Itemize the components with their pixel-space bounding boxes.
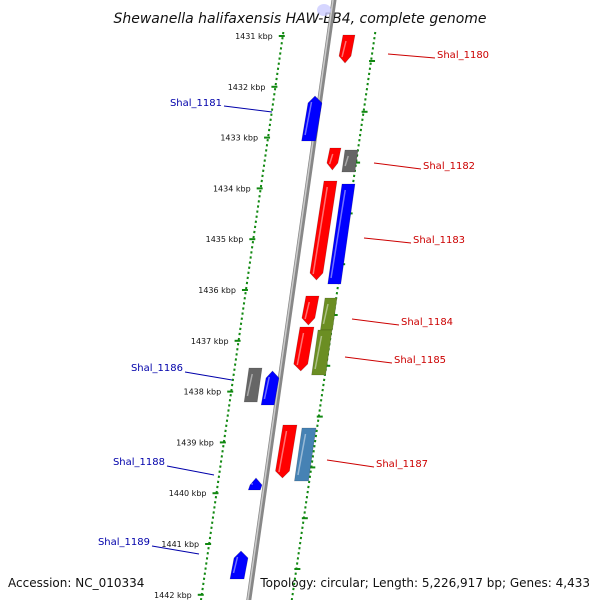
gene-shal-1188[interactable] <box>247 477 263 491</box>
genome-title: Shewanella halifaxensis HAW-EB4, complet… <box>113 11 486 27</box>
gene-shal-1187[interactable] <box>275 424 298 479</box>
gene-shal-1180[interactable] <box>338 34 356 64</box>
gene-shal-1187-shine <box>278 430 288 473</box>
gene-label-leader <box>151 545 200 555</box>
genome-backbone <box>246 0 337 600</box>
scale-tick-label: 1439 kbp <box>176 438 214 447</box>
scale-tick-label: 1431 kbp <box>235 32 273 41</box>
gene-shal-1183[interactable] <box>309 180 338 281</box>
gene-label-leader <box>387 53 436 59</box>
gene-olive-2-shine <box>314 335 323 370</box>
gene-shal-1186[interactable] <box>260 370 280 406</box>
gene-shal-1182-shine <box>328 153 334 165</box>
gene-steelblue-1-shine <box>297 433 307 476</box>
scale-tick-label: 1435 kbp <box>206 235 244 244</box>
gene-shal-1185-shine <box>296 332 305 366</box>
gene-shal-1185[interactable] <box>293 326 315 372</box>
scale-tick-label: 1440 kbp <box>169 489 207 498</box>
gene-features <box>229 34 359 580</box>
scale-tick-label: 1441 kbp <box>161 540 199 549</box>
gene-shal-1181-shine <box>304 101 313 136</box>
gene-blue-1[interactable] <box>327 183 356 285</box>
scale-tick-label: 1434 kbp <box>213 184 251 193</box>
gene-shal-1189-shine <box>232 556 239 574</box>
gene-shal-1180-shine <box>341 40 347 58</box>
gene-label-leader <box>373 162 422 170</box>
scale-tick-label: 1433 kbp <box>220 134 258 143</box>
gene-shal-1189[interactable] <box>229 550 249 580</box>
scale-ruler: 1431 kbp 1432 kbp 1433 kbp 1434 kbp 1435 kbp… <box>154 31 377 600</box>
gene-shal-1181[interactable] <box>301 95 323 142</box>
scale-tick-label: 1436 kbp <box>198 286 236 295</box>
backbone-marker <box>317 4 331 16</box>
scale-tick-label: 1442 kbp <box>154 591 192 600</box>
scale-tick-label: 1437 kbp <box>191 337 229 346</box>
gene-label-leader <box>363 237 412 244</box>
gene-grey-2-shine <box>246 373 253 397</box>
gene-shal-1186-shine <box>263 376 270 400</box>
gene-label-leader <box>351 318 400 326</box>
scale-tick-label: 1438 kbp <box>184 388 222 397</box>
gene-label[interactable]: Shal_1183 <box>413 235 465 246</box>
gene-label-leader <box>184 371 233 381</box>
gene-label[interactable]: Shal_1187 <box>376 459 428 470</box>
gene-olive-1[interactable] <box>320 297 338 331</box>
gene-label[interactable]: Shal_1185 <box>394 355 446 366</box>
gene-shal-1184-shine <box>304 301 310 320</box>
gene-grey-1[interactable] <box>341 149 359 173</box>
gene-olive-2[interactable] <box>311 329 333 376</box>
gene-label-leader <box>223 105 273 113</box>
scale-tick-label: 1432 kbp <box>228 83 266 92</box>
gene-label[interactable]: Shal_1181 <box>170 98 222 109</box>
gene-label[interactable]: Shal_1182 <box>423 161 475 172</box>
gene-label-leader <box>166 465 215 476</box>
gene-grey-1-shine <box>344 155 349 167</box>
gene-label[interactable]: Shal_1184 <box>401 317 453 328</box>
gene-labels: Shal_1180 Shal_1181 Shal_1182 Shal_1183 Shal… <box>98 50 489 555</box>
backbone-highlight <box>247 0 334 600</box>
gene-label-leader <box>344 356 393 364</box>
backbone-line <box>246 0 337 600</box>
gene-blue-1-shine <box>330 189 346 279</box>
gene-olive-1-shine <box>322 303 329 325</box>
gene-steelblue-1[interactable] <box>294 427 317 482</box>
gene-label[interactable]: Shal_1180 <box>437 50 489 61</box>
gene-shal-1183-shine <box>312 186 328 275</box>
gene-label[interactable]: Shal_1189 <box>98 537 150 548</box>
gene-shal-1184[interactable] <box>301 295 320 326</box>
gene-grey-2[interactable] <box>243 367 263 403</box>
accession-text: Accession: NC_010334 <box>8 576 144 590</box>
gene-label[interactable]: Shal_1186 <box>131 363 183 374</box>
gene-label[interactable]: Shal_1188 <box>113 457 165 468</box>
gene-shal-1182[interactable] <box>326 147 342 171</box>
topology-text: Topology: circular; Length: 5,226,917 bp… <box>259 576 590 590</box>
gene-label-leader <box>326 459 375 468</box>
